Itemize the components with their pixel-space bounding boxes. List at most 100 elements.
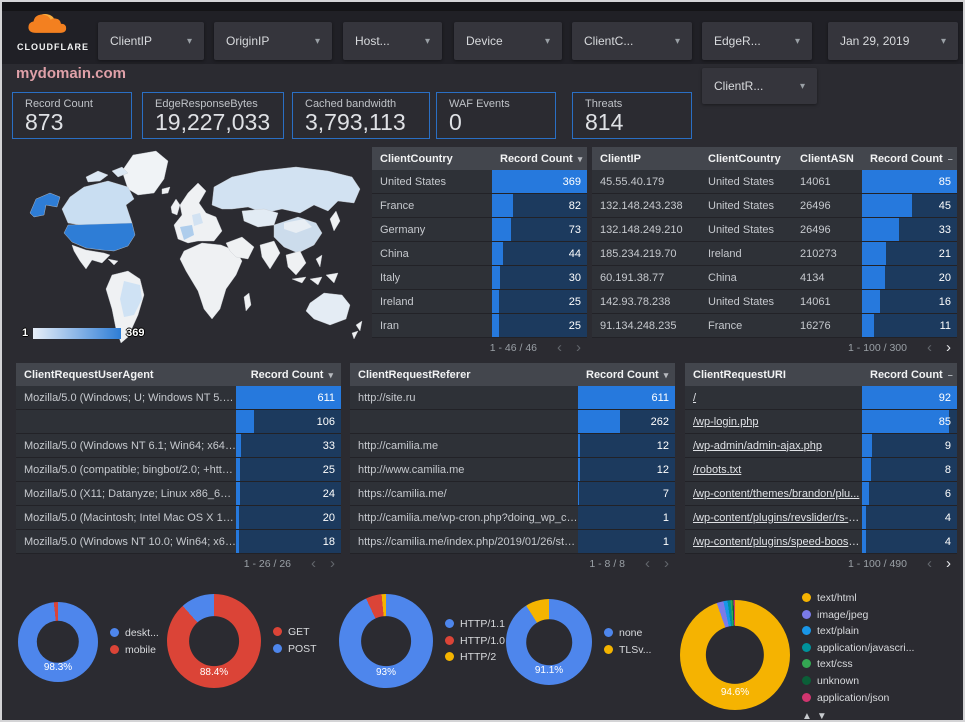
- legend-label: text/plain: [817, 625, 860, 638]
- cell[interactable]: /wp-content/themes/brandon/plu...: [693, 487, 860, 500]
- record-count-value: 1: [662, 511, 669, 524]
- cell: United States: [708, 223, 775, 236]
- next-page-button[interactable]: ›: [664, 555, 669, 572]
- cell: France: [708, 319, 743, 332]
- prev-page-button[interactable]: ‹: [311, 555, 316, 572]
- next-page-button[interactable]: ›: [946, 339, 951, 356]
- filter-device[interactable]: Device ▾: [454, 22, 562, 60]
- table-row: Mozilla/5.0 (Macintosh; Intel Mac OS X 1…: [16, 506, 341, 530]
- cell[interactable]: /wp-admin/admin-ajax.php: [693, 439, 823, 452]
- table-row: 185.234.219.70 Ireland 210273 21: [592, 242, 957, 266]
- table-row: Mozilla/5.0 (X11; Datanyze; Linux x86_64…: [16, 482, 341, 506]
- column-header-record-count[interactable]: Record Count ▾: [250, 368, 333, 381]
- prev-page-button[interactable]: ‹: [927, 555, 932, 572]
- filter-label: OriginIP: [226, 34, 270, 48]
- cell[interactable]: /robots.txt: [693, 463, 742, 476]
- value-bar: [862, 458, 871, 481]
- column-header-clientrequestuseragent[interactable]: ClientRequestUserAgent: [24, 368, 154, 381]
- chevron-down-icon: ▾: [799, 80, 805, 92]
- legend-scroll-down[interactable]: ▼: [816, 711, 827, 722]
- prev-page-button[interactable]: ‹: [557, 339, 562, 356]
- bar-cell: 25: [492, 314, 587, 337]
- value-bar: [862, 410, 950, 433]
- legend-dot: [273, 644, 282, 653]
- table-row: 91.134.248.235 France 16276 11: [592, 314, 957, 338]
- column-header-clientrequesturi[interactable]: ClientRequestURI: [693, 368, 786, 381]
- scorecard-label: Cached bandwidth: [305, 98, 397, 110]
- filter-edgeresponse[interactable]: EdgeR... ▾: [702, 22, 812, 60]
- filter-clientrequest[interactable]: ClientR... ▾: [702, 68, 817, 104]
- next-page-button[interactable]: ›: [330, 555, 335, 572]
- record-count-value: 73: [568, 223, 581, 236]
- next-page-button[interactable]: ›: [946, 555, 951, 572]
- legend-item: image/jpeg: [802, 609, 914, 622]
- donut-percent-label: 91.1%: [534, 664, 564, 676]
- table-row: 132.148.249.210 United States 26496 33: [592, 218, 957, 242]
- bar-cell: 262: [578, 410, 675, 433]
- legend-label: GET: [288, 626, 310, 639]
- table-row: France 82: [372, 194, 587, 218]
- bar-cell: 16: [862, 290, 957, 313]
- column-header-clientcountry[interactable]: ClientCountry: [380, 152, 453, 165]
- pagination-label: 1 - 8 / 8: [589, 557, 625, 570]
- column-header-clientcountry[interactable]: ClientCountry: [708, 152, 781, 165]
- table-row: Mozilla/5.0 (Windows NT 10.0; Win64; x64…: [16, 530, 341, 554]
- content-type-ring: 94.6%: [680, 600, 790, 711]
- column-header-clientrequestreferer[interactable]: ClientRequestReferer: [358, 368, 471, 381]
- column-header-record-count[interactable]: Record Count –: [870, 152, 953, 165]
- record-count-value: 85: [938, 175, 951, 188]
- record-count-value: 1: [662, 535, 669, 548]
- donut-percent-label: 88.4%: [199, 666, 229, 678]
- table-row: /robots.txt 8: [685, 458, 957, 482]
- cloudflare-logo: CLOUDFLARE: [12, 10, 94, 60]
- cell: Mozilla/5.0 (Windows NT 6.1; Win64; x64;…: [24, 439, 236, 452]
- record-count-value: 7: [662, 487, 669, 500]
- bar-cell: 12: [578, 458, 675, 481]
- value-bar: [236, 506, 240, 529]
- cell[interactable]: /wp-login.php: [693, 415, 759, 428]
- world-map[interactable]: 1 369: [16, 147, 366, 347]
- value-bar: [492, 194, 513, 217]
- cell[interactable]: /: [693, 391, 697, 404]
- bar-cell: 18: [236, 530, 341, 553]
- value-bar: [578, 458, 580, 481]
- value-bar: [862, 218, 900, 241]
- record-count-value: 4: [944, 535, 951, 548]
- table-row: http://camilia.me 12: [350, 434, 675, 458]
- cell: 142.93.78.238: [600, 295, 671, 308]
- prev-page-button[interactable]: ‹: [645, 555, 650, 572]
- next-page-button[interactable]: ›: [576, 339, 581, 356]
- date-range-picker[interactable]: Jan 29, 2019 ▾: [828, 22, 958, 60]
- table-header-row: ClientCountry Record Count ▾: [372, 147, 587, 170]
- column-header-record-count[interactable]: Record Count –: [870, 368, 953, 381]
- column-header-clientasn[interactable]: ClientASN: [800, 152, 854, 165]
- chevron-down-icon: ▾: [186, 35, 192, 47]
- scorecard-record-count: Record Count 873: [12, 92, 132, 139]
- legend: HTTP/1.1 HTTP/1.0 HTTP/2: [445, 614, 506, 668]
- filter-clientcountry[interactable]: ClientC... ▾: [572, 22, 692, 60]
- filter-label: Device: [466, 34, 503, 48]
- legend-item: POST: [273, 643, 317, 656]
- cell[interactable]: /wp-content/plugins/speed-booste...: [693, 535, 862, 548]
- scorecard-value: 0: [449, 109, 462, 135]
- bar-cell: 82: [492, 194, 587, 217]
- value-bar: [236, 410, 254, 433]
- bar-cell: 44: [492, 242, 587, 265]
- bar-cell: 85: [862, 410, 957, 433]
- value-bar: [492, 218, 511, 241]
- filter-originip[interactable]: OriginIP ▾: [214, 22, 332, 60]
- legend-scroll-up[interactable]: ▲: [802, 711, 812, 722]
- prev-page-button[interactable]: ‹: [927, 339, 932, 356]
- filter-bar: CLOUDFLARE ClientIP ▾ OriginIP ▾ Host...…: [2, 2, 963, 64]
- cell[interactable]: /wp-content/plugins/revslider/rs-p...: [693, 511, 862, 524]
- table-row: /wp-login.php 85: [685, 410, 957, 434]
- legend-dot: [802, 642, 811, 652]
- legend-label: image/jpeg: [817, 608, 869, 621]
- cell: 45.55.40.179: [600, 175, 665, 188]
- column-header-record-count[interactable]: Record Count ▾: [500, 152, 583, 165]
- bar-cell: 8: [862, 458, 957, 481]
- filter-clientip[interactable]: ClientIP ▾: [98, 22, 204, 60]
- column-header-clientip[interactable]: ClientIP: [600, 152, 641, 165]
- column-header-record-count[interactable]: Record Count ▾: [586, 368, 669, 381]
- filter-host[interactable]: Host... ▾: [343, 22, 442, 60]
